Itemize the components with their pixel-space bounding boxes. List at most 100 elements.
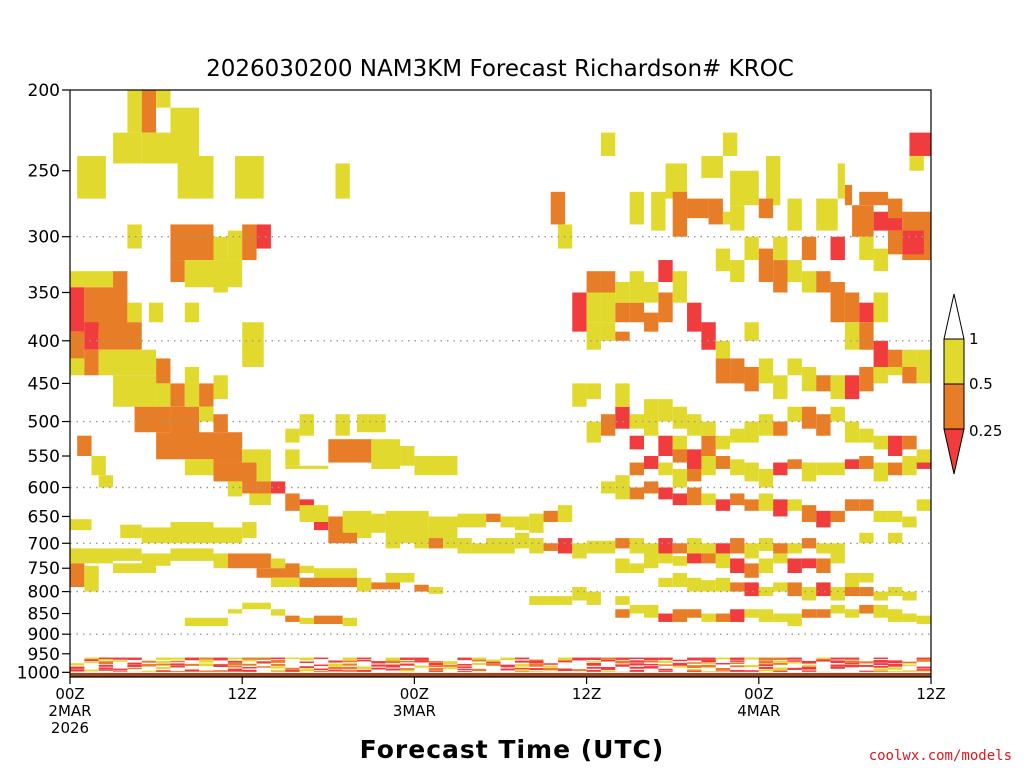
ri-cell <box>84 669 99 672</box>
ri-cell <box>837 163 845 199</box>
ri-cell <box>500 668 515 671</box>
ri-cell <box>529 660 544 664</box>
ri-cell <box>428 662 444 666</box>
ri-cell <box>213 657 228 661</box>
ri-cell <box>629 666 644 669</box>
ri-cell <box>859 499 874 511</box>
ri-cell <box>744 236 759 261</box>
ri-cell <box>715 657 731 660</box>
ri-cell <box>902 456 917 476</box>
ri-cell <box>773 236 788 261</box>
ri-cell <box>859 532 874 544</box>
legend: 1 0.5 0.25 <box>943 293 1002 475</box>
ri-cell <box>313 664 329 667</box>
ri-cell <box>658 487 673 500</box>
ri-cell <box>285 669 300 673</box>
ri-cell <box>701 662 716 665</box>
ri-cell <box>773 543 788 554</box>
ri-cell <box>830 666 845 669</box>
ri-cell <box>730 662 745 664</box>
ri-cell <box>371 661 386 664</box>
ri-cell <box>299 565 314 574</box>
ri-cell <box>443 538 472 549</box>
ri-cell <box>70 358 85 376</box>
ri-cell <box>428 661 444 663</box>
ri-cell <box>543 510 558 522</box>
ri-cell <box>887 349 903 367</box>
ri-cell <box>514 532 530 549</box>
legend-label: 0.25 <box>969 422 1002 440</box>
ri-cell <box>687 657 702 661</box>
ri-cell <box>586 322 601 350</box>
ri-cell <box>400 660 415 663</box>
ri-cell <box>70 563 85 588</box>
ri-cell <box>156 358 171 384</box>
ri-cell <box>98 664 114 667</box>
ri-cell <box>887 660 903 664</box>
ri-cell <box>70 331 85 359</box>
ri-cell <box>113 657 128 660</box>
ri-cell <box>385 664 401 667</box>
ri-cell <box>830 236 845 261</box>
ri-cell <box>658 613 673 622</box>
ri-cell <box>299 577 357 588</box>
ri-cell <box>342 510 372 533</box>
ri-cell <box>428 587 444 594</box>
ri-cell <box>701 421 716 436</box>
ri-cell <box>270 657 286 660</box>
ri-cell <box>256 462 271 482</box>
ri-cell <box>830 660 845 664</box>
ri-cell <box>844 292 860 323</box>
ri-cell <box>457 670 472 673</box>
ri-cell <box>543 543 558 551</box>
ri-cell <box>873 435 888 450</box>
y-tick-label: 300 <box>28 228 60 248</box>
ri-cell <box>615 660 630 664</box>
ri-cell <box>787 582 802 597</box>
ri-cell <box>529 596 573 605</box>
ri-cell <box>184 669 200 672</box>
ri-cell <box>787 260 802 282</box>
ri-cell <box>629 657 644 660</box>
ri-cell <box>242 657 257 660</box>
ri-cell <box>342 670 357 672</box>
ri-cell <box>141 664 157 667</box>
ri-cell <box>672 662 688 666</box>
ri-cell <box>916 499 931 511</box>
ri-cell <box>134 406 171 433</box>
ri-cell <box>758 657 774 661</box>
ri-cell <box>801 505 817 522</box>
ri-cell <box>859 670 874 673</box>
credit-text: coolwx.com/models <box>869 748 1012 764</box>
ri-cell <box>428 538 444 549</box>
ri-cell <box>127 664 142 667</box>
ri-cell <box>715 577 731 592</box>
ri-cell <box>859 366 874 392</box>
ri-cell <box>285 667 300 670</box>
ri-cell <box>816 414 831 436</box>
ri-cell <box>184 663 200 666</box>
ri-cell <box>600 668 616 670</box>
ri-cell <box>400 657 415 660</box>
ri-cell <box>816 271 831 293</box>
ri-cell <box>615 383 630 407</box>
ri-cell <box>722 132 738 156</box>
ri-cell <box>486 513 501 522</box>
ri-cell <box>199 657 214 660</box>
ri-cell <box>672 666 688 668</box>
ri-cell <box>758 666 774 669</box>
x-tick-label: 12Z <box>228 685 257 703</box>
x-axis-title: Forecast Time (UTC) <box>360 735 665 764</box>
ri-cell <box>299 668 314 670</box>
ri-cell <box>84 349 99 376</box>
ri-cell <box>557 668 573 672</box>
ri-cell <box>170 224 214 261</box>
ri-cell <box>916 366 931 384</box>
ri-cell <box>70 669 85 672</box>
ri-cell <box>873 248 888 272</box>
ri-cell <box>730 660 745 662</box>
ri-cell <box>859 456 874 469</box>
ri-cell <box>658 670 673 673</box>
ri-cell <box>629 435 644 450</box>
ri-cell <box>84 565 99 592</box>
